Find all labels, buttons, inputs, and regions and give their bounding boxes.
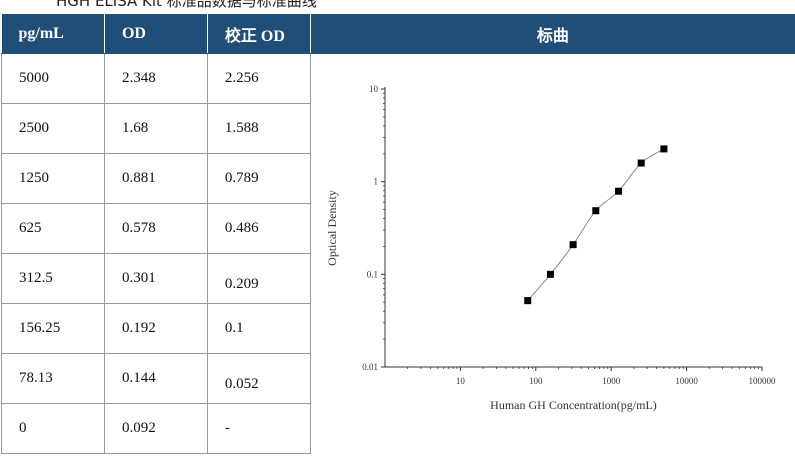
cell-concentration: 0 xyxy=(1,403,105,454)
table-row: 5000 2.348 2.256 xyxy=(1,53,795,454)
cell-od: 0.144 xyxy=(103,353,208,404)
data-point xyxy=(524,297,532,305)
cell-od: 0.192 xyxy=(103,303,208,354)
cell-od: 0.301 xyxy=(103,253,208,304)
cell-corrected-od: 0.789 xyxy=(206,153,311,204)
x-axis-label: Human GH Concentration(pg/mL) xyxy=(490,398,657,412)
cell-concentration: 5000 xyxy=(1,53,105,104)
y-tick-label: 0.1 xyxy=(367,269,378,279)
cell-corrected-od: 0.1 xyxy=(206,303,311,354)
data-point xyxy=(592,207,600,215)
table-row: 156.25 0.192 0.1 xyxy=(1,303,795,354)
y-tick-label: 0.01 xyxy=(362,362,378,372)
cell-od: 0.881 xyxy=(103,153,208,204)
cell-corrected-od: - xyxy=(206,403,311,454)
header-standard-curve: 标曲 xyxy=(310,14,795,54)
x-tick-label: 10 xyxy=(456,376,466,386)
cell-concentration: 625 xyxy=(1,203,105,254)
cell-concentration: 156.25 xyxy=(1,303,105,354)
chart-labels: 0.01 0.1 1 10 10 100 1000 10000 100000 Human GH C… xyxy=(325,84,776,412)
standard-curve-table: pg/mL OD 校正 OD 标曲 5000 2.348 2.256 2500 … xyxy=(1,14,795,454)
data-point xyxy=(615,187,623,195)
cell-corrected-od: 0.209 xyxy=(206,253,311,304)
cell-corrected-od: 2.256 xyxy=(206,53,311,104)
cell-concentration: 2500 xyxy=(1,103,105,154)
data-point xyxy=(637,159,645,167)
chart-cell xyxy=(309,53,795,454)
cell-corrected-od: 1.588 xyxy=(206,103,311,154)
y-axis-label: Optical Density xyxy=(325,190,339,266)
chart-series-line xyxy=(527,148,665,301)
x-tick-label: 100 xyxy=(529,376,543,386)
data-point xyxy=(660,145,668,153)
standard-curve-chart: 0.01 0.1 1 10 10 100 1000 10000 100000 Human GH C… xyxy=(325,84,776,412)
table-header-row: pg/mL OD 校正 OD 标曲 xyxy=(1,14,795,54)
cell-corrected-od: 0.052 xyxy=(206,353,311,404)
cell-od: 0.578 xyxy=(103,203,208,254)
x-tick-label: 10000 xyxy=(675,376,698,386)
table-row: 2500 1.68 1.588 xyxy=(1,103,795,154)
header-corrected-od: 校正 OD xyxy=(207,14,311,54)
y-tick-label: 10 xyxy=(369,84,379,94)
cell-od: 0.092 xyxy=(103,403,208,454)
x-tick-label: 1000 xyxy=(602,376,621,386)
table-row: 0 0.092 - xyxy=(1,403,795,454)
table-row: 1250 0.881 0.789 xyxy=(1,153,795,204)
header-od: OD xyxy=(104,14,208,54)
header-strip-text: HGH ELISA Kit 标准品数据与标准曲线 xyxy=(56,0,317,10)
header-concentration: pg/mL xyxy=(1,14,105,54)
y-tick-label: 1 xyxy=(374,177,379,187)
chart-points xyxy=(524,145,668,305)
data-point xyxy=(569,241,577,249)
table-row: 312.5 0.301 0.209 xyxy=(1,253,795,304)
chart-axes xyxy=(381,87,763,371)
cell-od: 1.68 xyxy=(103,103,208,154)
cell-corrected-od: 0.486 xyxy=(206,203,311,254)
x-tick-label: 100000 xyxy=(749,376,777,386)
cell-concentration: 1250 xyxy=(1,153,105,204)
cell-od: 2.348 xyxy=(103,53,208,104)
cell-concentration: 312.5 xyxy=(1,253,105,304)
cell-concentration: 78.13 xyxy=(1,353,105,404)
data-point xyxy=(546,270,554,278)
table-row: 78.13 0.144 0.052 xyxy=(1,353,795,404)
series-line xyxy=(527,148,665,301)
